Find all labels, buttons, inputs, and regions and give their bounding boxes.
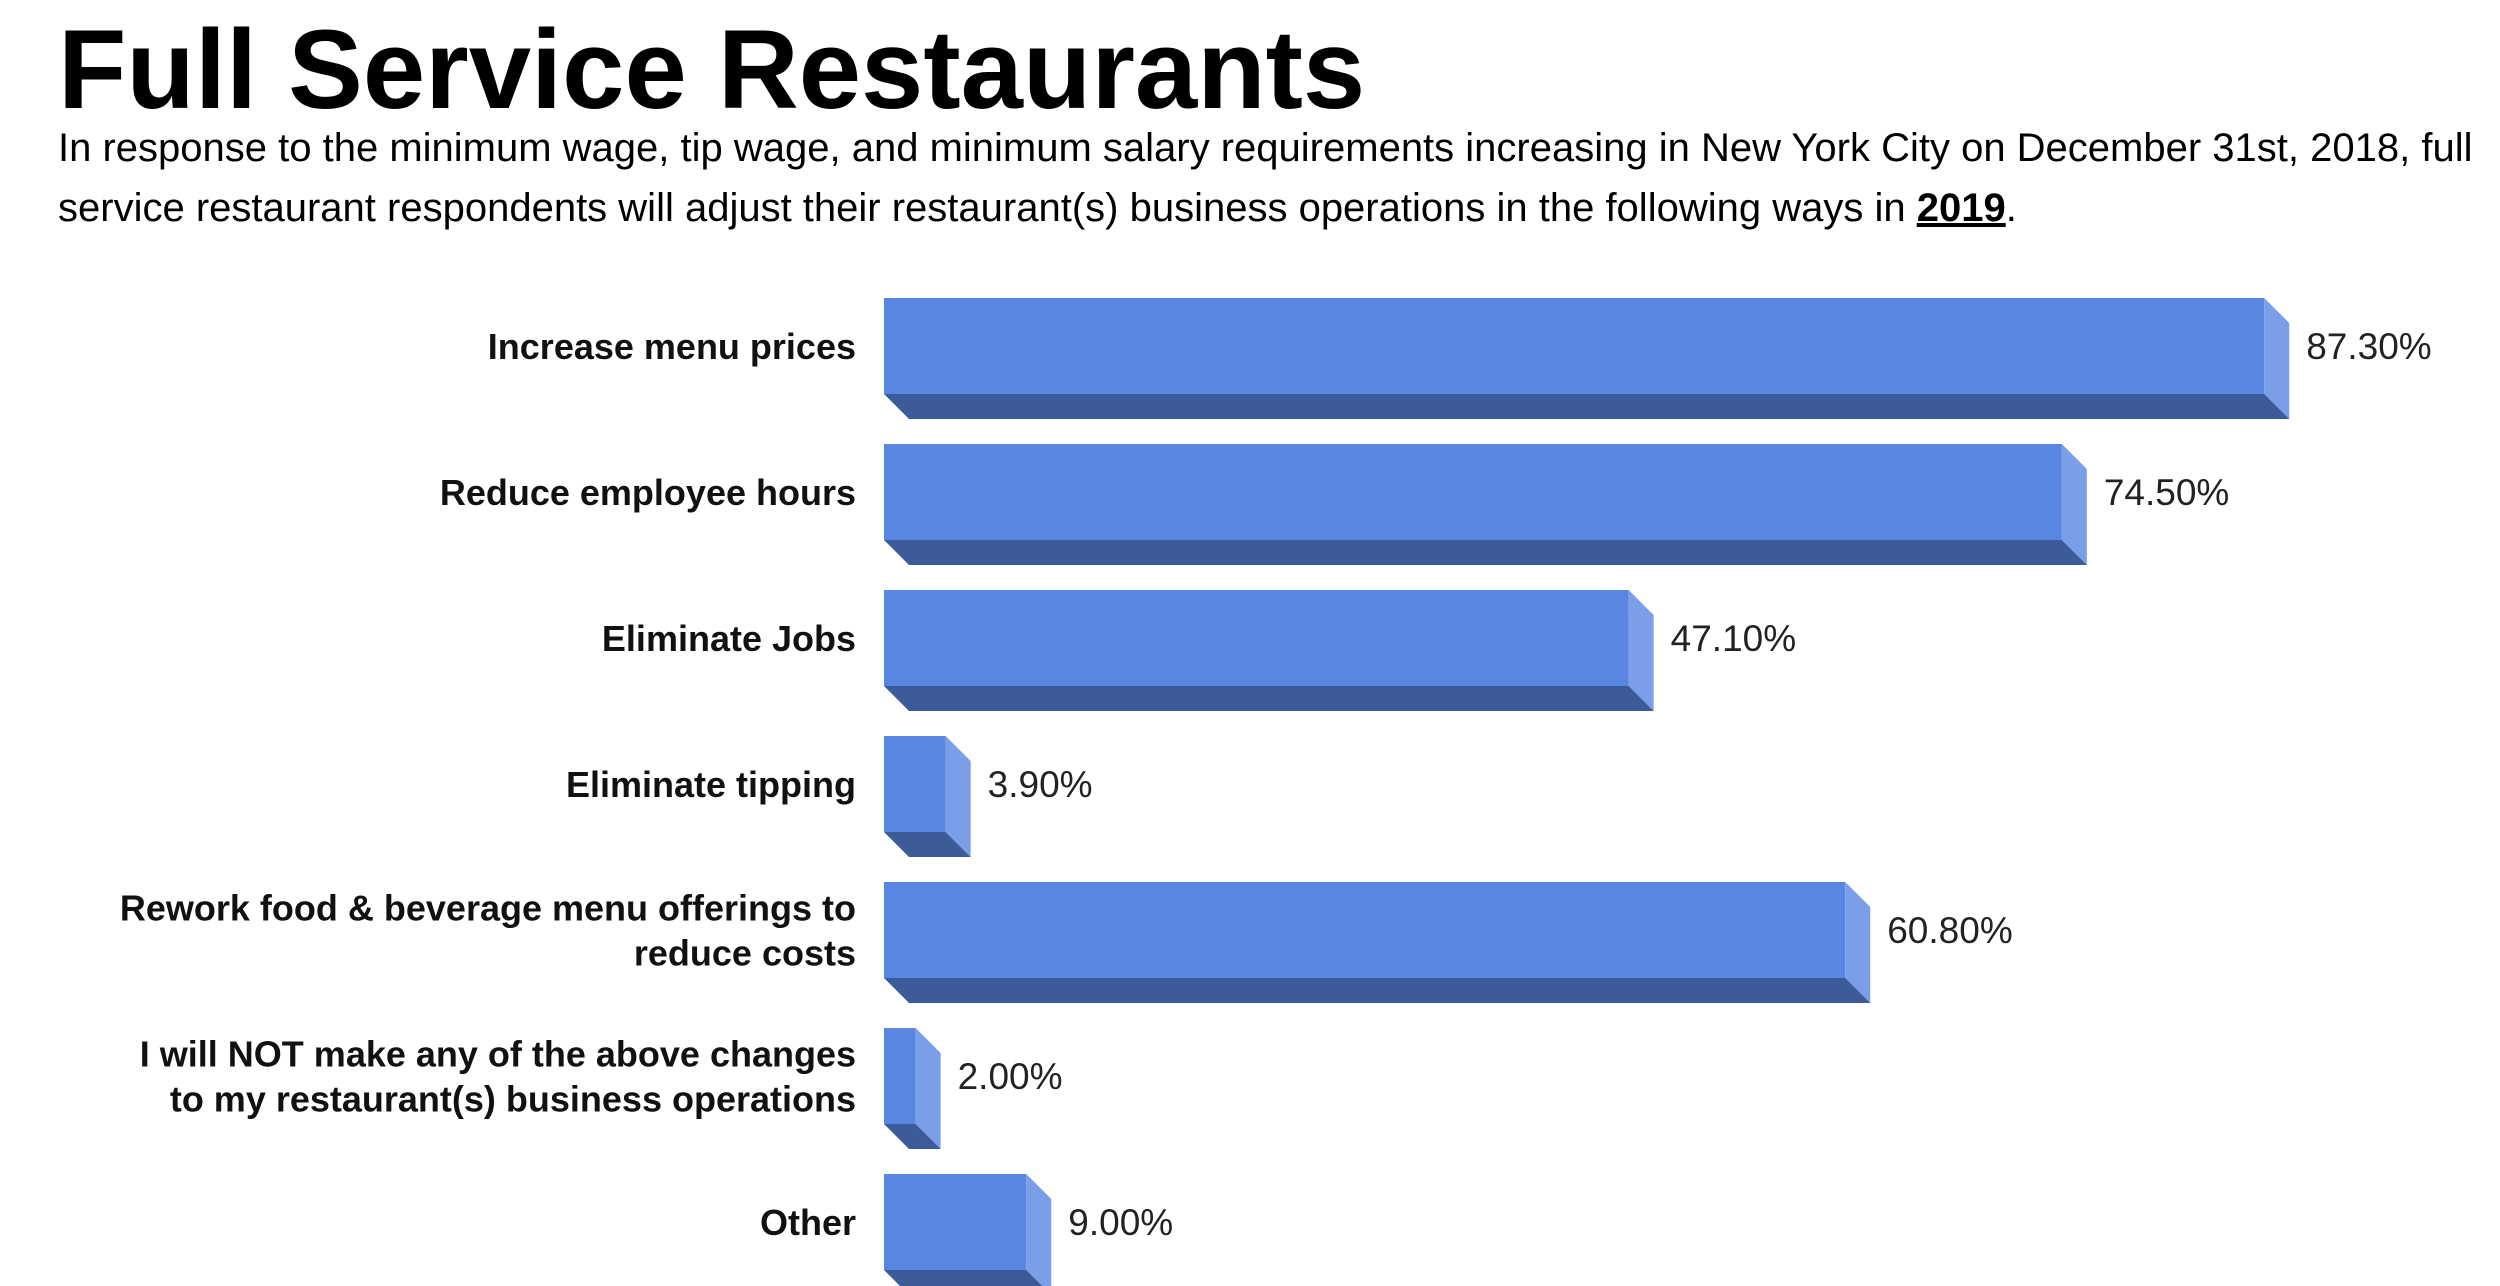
- bar-group: 2.00% I will NOT make any of the above ch…: [140, 1028, 1063, 1149]
- subtitle-text: In response to the minimum wage, tip wag…: [58, 126, 2473, 230]
- bar-side: [2061, 444, 2087, 565]
- bar-group: 47.10% Eliminate Jobs: [602, 590, 1796, 711]
- bar-group: 3.90% Eliminate tipping: [566, 736, 1093, 857]
- bar-bottom: [884, 686, 1654, 711]
- subtitle-end: .: [2005, 186, 2017, 230]
- bar: [884, 444, 2062, 540]
- bar-bottom: [884, 978, 1871, 1003]
- bar-bottom: [884, 394, 2290, 419]
- bar-bottom: [884, 832, 971, 857]
- chart-title: Full Service Restaurants: [58, 7, 1366, 132]
- bar-side: [1026, 1174, 1052, 1286]
- bar: [884, 590, 1629, 686]
- bar: [884, 1174, 1027, 1270]
- value-label: 2.00%: [958, 1056, 1063, 1097]
- value-label: 9.00%: [1068, 1202, 1173, 1243]
- value-label: 87.30%: [2306, 326, 2432, 367]
- value-label: 3.90%: [988, 764, 1093, 805]
- category-label: Other: [760, 1202, 856, 1243]
- bar-group: 60.80% Rework food & beverage menu offeri…: [120, 882, 2013, 1003]
- category-label: Reduce employee hours: [440, 472, 856, 513]
- value-label: 74.50%: [2104, 472, 2230, 513]
- bar: [884, 298, 2265, 394]
- bar-side: [1845, 882, 1871, 1003]
- value-label: 47.10%: [1671, 618, 1797, 659]
- category-label: I will NOT make any of the above changes…: [140, 1034, 856, 1120]
- bar: [884, 736, 946, 832]
- bar: [884, 1028, 916, 1124]
- bar-side: [915, 1028, 941, 1149]
- bar-side: [1628, 590, 1654, 711]
- category-label: Rework food & beverage menu offerings to…: [120, 888, 856, 974]
- category-label: Eliminate tipping: [566, 764, 856, 805]
- category-label: Eliminate Jobs: [602, 618, 856, 659]
- subtitle-year: 2019: [1916, 186, 2006, 230]
- chart-subtitle: In response to the minimum wage, tip wag…: [58, 118, 2498, 238]
- bar-side: [945, 736, 971, 857]
- bar: [884, 882, 1846, 978]
- bar-side: [2264, 298, 2290, 419]
- value-label: 60.80%: [1887, 910, 2013, 951]
- category-label: Increase menu prices: [488, 326, 856, 367]
- bar-group: 87.30% Increase menu prices: [488, 298, 2432, 419]
- bar-group: 74.50% Reduce employee hours: [440, 444, 2229, 565]
- bar-bottom: [884, 540, 2087, 565]
- bar-bottom: [884, 1270, 1043, 1286]
- bar-group: 9.00% Other: [760, 1174, 1173, 1286]
- bar-bottom: [884, 1124, 941, 1149]
